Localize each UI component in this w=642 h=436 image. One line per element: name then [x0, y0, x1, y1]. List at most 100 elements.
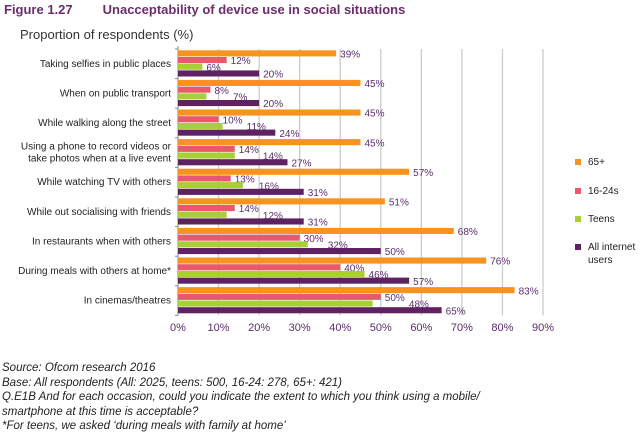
bar-all-internet-users: [178, 277, 410, 284]
figure-number: Figure 1.27: [4, 2, 73, 17]
data-label: 7%: [233, 93, 248, 104]
bar-all-internet-users: [178, 188, 304, 195]
data-label: 12%: [231, 56, 251, 67]
data-label: 30%: [304, 234, 324, 245]
data-label: 24%: [279, 129, 299, 140]
bar-teens: [178, 93, 207, 100]
bar-teens: [178, 63, 203, 70]
bar-65-: [178, 198, 385, 205]
bar-16-24s: [178, 175, 231, 182]
note-line: Base: All respondents (All: 2025, teens:…: [2, 376, 343, 389]
chart-notes: Source: Ofcom research 2016 Base: All re…: [2, 361, 480, 434]
bar-16-24s: [178, 86, 211, 93]
bar-16-24s: [178, 234, 300, 241]
data-label: 76%: [490, 257, 510, 268]
bar-teens: [178, 122, 223, 129]
bar-teens: [178, 152, 235, 159]
bar-16-24s: [178, 264, 341, 271]
bar-16-24s: [178, 116, 219, 123]
data-label: 10%: [223, 115, 243, 126]
legend-label: All internet: [588, 242, 635, 253]
x-tick-label: 70%: [451, 322, 473, 334]
legend-swatch: [575, 188, 581, 194]
data-label: 13%: [235, 175, 255, 186]
x-tick-label: 80%: [491, 322, 513, 334]
x-tick-label: 40%: [329, 322, 351, 334]
category-label: During meals with others at home*: [18, 266, 171, 277]
data-label: 32%: [328, 241, 348, 252]
bar-65-: [178, 79, 361, 86]
bar-16-24s: [178, 293, 381, 300]
x-tick-label: 90%: [532, 322, 554, 334]
data-label: 20%: [263, 99, 283, 110]
data-label: 16%: [259, 181, 279, 192]
data-label: 45%: [365, 109, 385, 120]
legend-label: 16-24s: [588, 186, 619, 197]
data-label: 40%: [344, 263, 364, 274]
category-label: Taking selfies in public places: [40, 59, 171, 70]
figure-title: Figure 1.27 Unacceptability of device use…: [4, 2, 435, 17]
data-label: 46%: [369, 270, 389, 281]
bar-teens: [178, 182, 243, 189]
data-label: 48%: [409, 300, 429, 311]
category-label: While watching TV with others: [37, 177, 171, 188]
data-label: 14%: [239, 204, 259, 215]
x-tick-label: 30%: [289, 322, 311, 334]
data-label: 39%: [340, 50, 360, 61]
data-label: 65%: [446, 306, 466, 317]
data-label: 6%: [206, 63, 221, 74]
bar-teens: [178, 270, 365, 277]
bar-all-internet-users: [178, 100, 260, 107]
category-label: In cinemas/theatres: [84, 296, 171, 307]
bar-65-: [178, 109, 361, 116]
data-label: 14%: [263, 152, 283, 163]
data-label: 20%: [263, 70, 283, 81]
category-label: While walking along the street: [38, 118, 171, 129]
data-label: 50%: [385, 293, 405, 304]
bar-all-internet-users: [178, 70, 260, 77]
bar-teens: [178, 211, 227, 218]
category-label: take photos when at a live event: [28, 154, 171, 165]
bar-65-: [178, 168, 410, 175]
bar-all-internet-users: [178, 307, 442, 314]
x-tick-label: 60%: [410, 322, 432, 334]
bar-all-internet-users: [178, 248, 381, 255]
data-label: 83%: [519, 286, 539, 297]
legend-swatch: [575, 244, 581, 250]
data-label: 27%: [292, 158, 312, 169]
x-tick-label: 50%: [370, 322, 392, 334]
category-label: While out socialising with friends: [27, 207, 171, 218]
data-label: 11%: [247, 122, 266, 133]
note-line: smartphone at this time is acceptable?: [2, 405, 199, 418]
data-label: 57%: [413, 168, 433, 179]
bar-all-internet-users: [178, 129, 276, 136]
figure-title-text: Unacceptability of device use in social …: [102, 2, 406, 17]
data-label: 68%: [458, 227, 478, 238]
bar-65-: [178, 50, 337, 57]
x-tick-label: 0%: [170, 322, 186, 334]
bar-16-24s: [178, 57, 227, 64]
note-line: Q.E1B And for each occasion, could you i…: [2, 391, 480, 403]
legend-swatch: [575, 159, 581, 165]
legend-label: users: [588, 255, 612, 266]
category-label: When on public transport: [60, 88, 171, 99]
data-label: 45%: [365, 138, 385, 149]
category-label: Using a phone to record videos or: [21, 142, 172, 153]
x-tick-label: 10%: [208, 322, 230, 334]
note-line: Source: Ofcom research 2016: [2, 362, 156, 374]
x-tick-label: 20%: [248, 322, 270, 334]
legend-label: Teens: [588, 214, 615, 225]
bar-all-internet-users: [178, 159, 288, 166]
data-label: 14%: [239, 145, 259, 156]
data-label: 51%: [389, 198, 409, 209]
bar-16-24s: [178, 145, 235, 152]
bar-65-: [178, 139, 361, 146]
category-label: In restaurants when with others: [32, 236, 171, 247]
data-label: 57%: [413, 277, 433, 288]
bar-65-: [178, 287, 515, 294]
bar-teens: [178, 241, 308, 248]
y-axis-title: Proportion of respondents (%): [20, 27, 194, 42]
bar-65-: [178, 227, 454, 234]
data-label: 50%: [385, 247, 405, 258]
